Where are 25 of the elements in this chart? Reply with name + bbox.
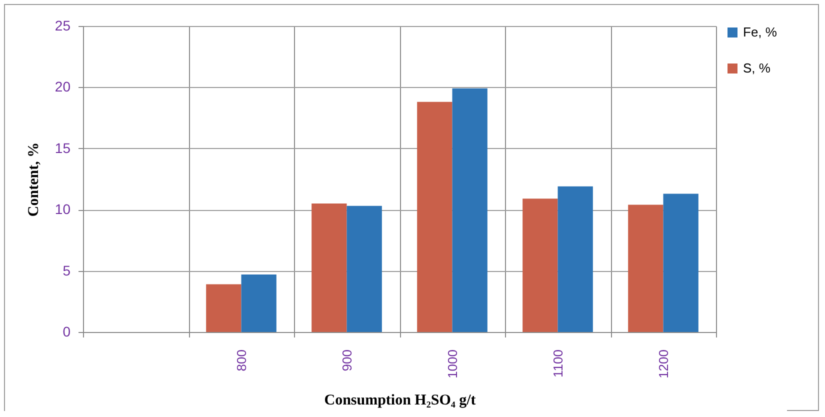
x-tick-label: 800 bbox=[234, 350, 249, 372]
y-tick-label: 10 bbox=[54, 201, 71, 218]
y-tick-label: 25 bbox=[54, 18, 71, 34]
legend-label: Fe, % bbox=[743, 24, 778, 40]
bar bbox=[417, 102, 452, 332]
y-tick-label: 5 bbox=[62, 262, 71, 278]
y-tick-label: 0 bbox=[62, 324, 71, 340]
bar bbox=[241, 274, 276, 332]
bar bbox=[663, 194, 698, 332]
bar bbox=[312, 203, 347, 332]
bar bbox=[206, 284, 242, 332]
y-axis-title: Content, % bbox=[26, 142, 42, 217]
y-tick-label: 15 bbox=[54, 140, 71, 156]
bar bbox=[522, 198, 558, 332]
x-axis-title: Consumption H₂SO₄ g/t bbox=[324, 392, 476, 408]
bar bbox=[452, 88, 488, 332]
bar bbox=[558, 186, 593, 332]
bar bbox=[628, 204, 664, 332]
x-tick-label: 1000 bbox=[444, 350, 460, 378]
x-tick-label: 900 bbox=[339, 350, 354, 372]
x-tick-label: 1100 bbox=[550, 350, 566, 378]
legend-label: S, % bbox=[743, 60, 771, 76]
y-tick-label: 20 bbox=[54, 78, 71, 95]
x-tick-label: 1200 bbox=[656, 350, 671, 378]
bar bbox=[346, 206, 382, 332]
